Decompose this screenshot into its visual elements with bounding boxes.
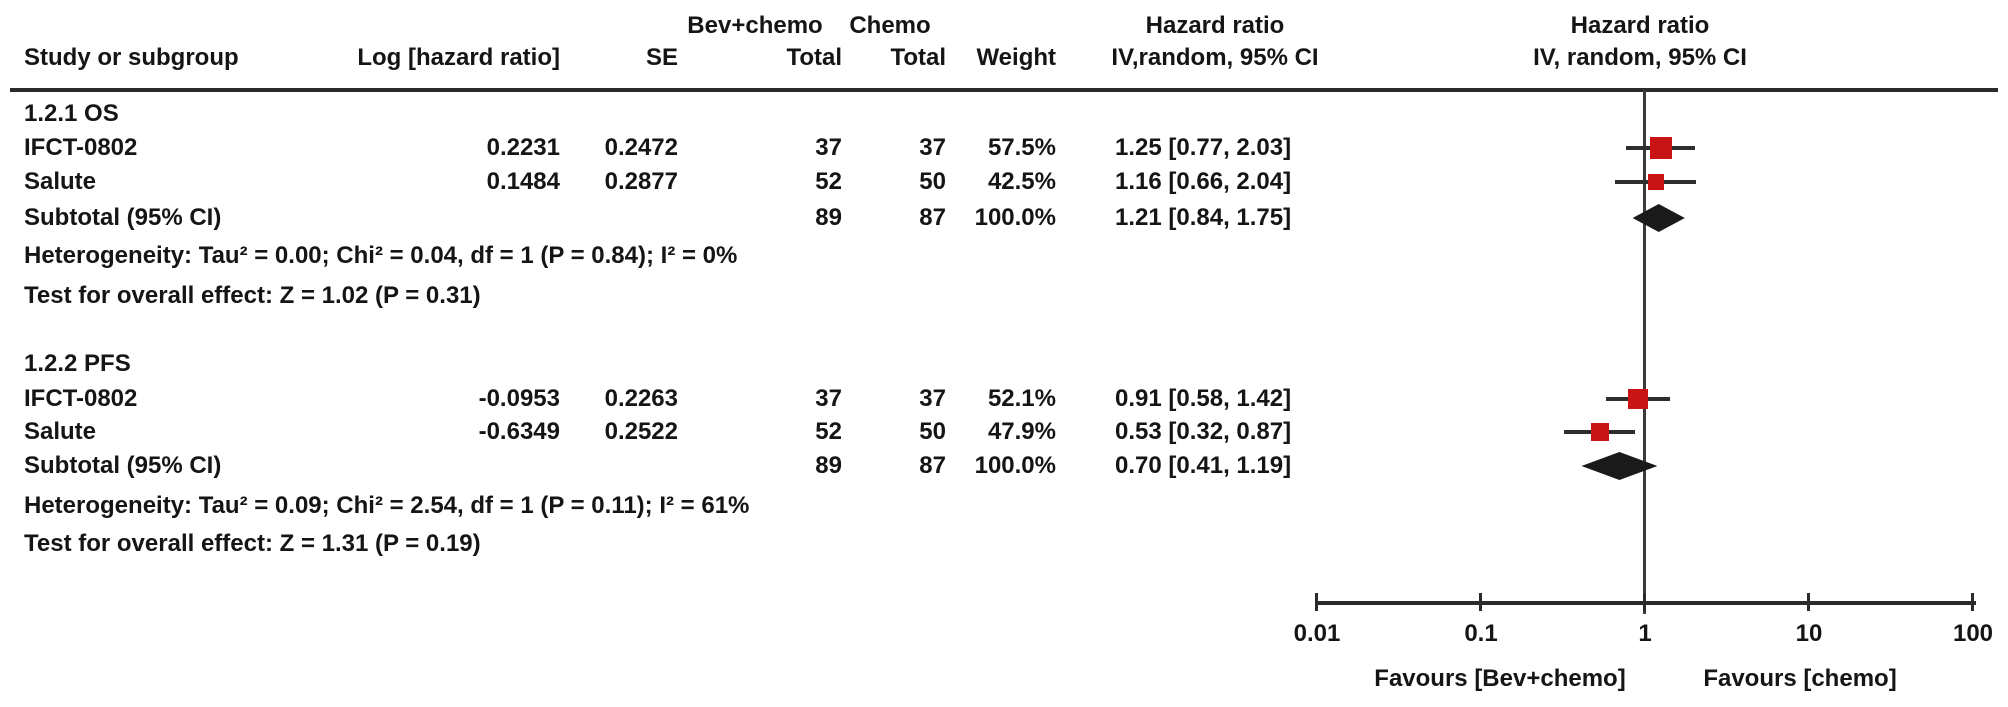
subgroup-title-os: 1.2.1 OS <box>24 100 119 127</box>
subtotal-label: Subtotal (95% CI) <box>24 204 222 231</box>
cell-se: 0.2263 <box>604 385 678 412</box>
cell-se: 0.2522 <box>604 418 678 445</box>
header-group2: Chemo <box>849 12 931 39</box>
x-axis-tick-label: 10 <box>1795 620 1823 647</box>
x-axis-tick <box>1479 593 1482 611</box>
x-axis-tick <box>1807 593 1810 611</box>
subtotal-total2: 87 <box>919 452 946 479</box>
study-name: Salute <box>24 418 97 445</box>
null-effect-line <box>1643 90 1646 614</box>
subtotal-total2: 87 <box>919 204 946 231</box>
favours-right-label: Favours [chemo] <box>1703 665 1897 692</box>
header-study: Study or subgroup <box>24 44 239 71</box>
study-name: IFCT-0802 <box>24 134 138 161</box>
cell-loghr: 0.1484 <box>486 168 560 195</box>
study-name: IFCT-0802 <box>24 385 138 412</box>
cell-total2: 50 <box>919 418 946 445</box>
cell-loghr: 0.2231 <box>486 134 560 161</box>
header-iv-random-right: IV, random, 95% CI <box>1533 44 1747 71</box>
header-iv-random-left: IV,random, 95% CI <box>1111 44 1319 71</box>
effect-square <box>1647 174 1664 190</box>
header-group1: Bev+chemo <box>687 12 823 39</box>
cell-se: 0.2877 <box>604 168 678 195</box>
effect-square <box>1590 423 1609 441</box>
study-name: Salute <box>24 168 97 195</box>
cell-weight: 42.5% <box>987 168 1056 195</box>
header-hazard-ratio-right: Hazard ratio <box>1570 12 1710 39</box>
cell-total1: 52 <box>815 168 842 195</box>
heterogeneity-text: Heterogeneity: Tau² = 0.09; Chi² = 2.54,… <box>24 492 750 519</box>
cell-hr-ci: 0.91 [0.58, 1.42] <box>1115 385 1292 412</box>
subtotal-hr-ci: 0.70 [0.41, 1.19] <box>1115 452 1292 479</box>
cell-total2: 37 <box>919 134 946 161</box>
cell-total2: 37 <box>919 385 946 412</box>
header-se: SE <box>645 44 678 71</box>
subtotal-label: Subtotal (95% CI) <box>24 452 222 479</box>
header-weight: Weight <box>976 44 1056 71</box>
header-total2: Total <box>890 44 946 71</box>
x-axis-tick <box>1971 593 1974 611</box>
subtotal-diamond <box>1632 204 1685 232</box>
cell-hr-ci: 1.16 [0.66, 2.04] <box>1115 168 1292 195</box>
cell-weight: 57.5% <box>987 134 1056 161</box>
subtotal-weight: 100.0% <box>974 204 1056 231</box>
header-separator-line <box>10 88 1998 92</box>
subgroup-title-pfs: 1.2.2 PFS <box>24 350 131 377</box>
subtotal-total1: 89 <box>815 452 842 479</box>
cell-weight: 47.9% <box>987 418 1056 445</box>
subtotal-weight: 100.0% <box>974 452 1056 479</box>
cell-loghr: -0.6349 <box>478 418 560 445</box>
subtotal-total1: 89 <box>815 204 842 231</box>
cell-se: 0.2472 <box>604 134 678 161</box>
effect-square <box>1628 389 1649 409</box>
header-loghr: Log [hazard ratio] <box>357 44 560 71</box>
cell-loghr: -0.0953 <box>478 385 560 412</box>
x-axis-tick-label: 0.01 <box>1293 620 1341 647</box>
x-axis-tick <box>1643 593 1646 611</box>
cell-total1: 37 <box>815 134 842 161</box>
cell-weight: 52.1% <box>987 385 1056 412</box>
favours-left-label: Favours [Bev+chemo] <box>1374 665 1626 692</box>
overall-effect-text: Test for overall effect: Z = 1.31 (P = 0… <box>24 530 481 557</box>
header-total1: Total <box>786 44 842 71</box>
cell-total1: 37 <box>815 385 842 412</box>
x-axis-tick-label: 100 <box>1952 620 1994 647</box>
x-axis-tick <box>1315 593 1318 611</box>
cell-total2: 50 <box>919 168 946 195</box>
effect-square <box>1649 137 1672 159</box>
cell-hr-ci: 0.53 [0.32, 0.87] <box>1115 418 1292 445</box>
subtotal-hr-ci: 1.21 [0.84, 1.75] <box>1115 204 1292 231</box>
x-axis-tick-label: 0.1 <box>1464 620 1498 647</box>
cell-total1: 52 <box>815 418 842 445</box>
header-hazard-ratio-left: Hazard ratio <box>1145 12 1285 39</box>
heterogeneity-text: Heterogeneity: Tau² = 0.00; Chi² = 0.04,… <box>24 242 738 269</box>
overall-effect-text: Test for overall effect: Z = 1.02 (P = 0… <box>24 282 481 309</box>
cell-hr-ci: 1.25 [0.77, 2.03] <box>1115 134 1292 161</box>
x-axis-tick-label: 1 <box>1638 620 1652 647</box>
